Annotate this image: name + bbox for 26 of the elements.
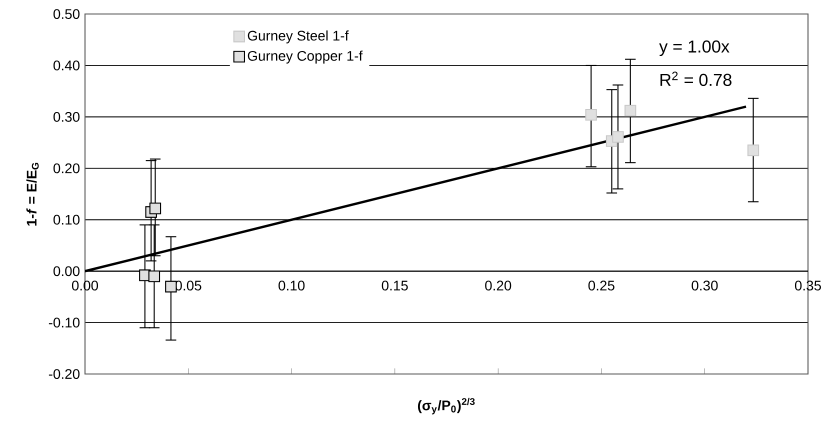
x-tick-label: 0.25 (588, 280, 614, 291)
point (624, 104, 636, 117)
y-axis-title: 1-f = E/E$_{G}$ (26, 162, 39, 226)
x-tick-label: 0.10 (278, 280, 305, 291)
legend-label: Gurney Copper 1-f (248, 50, 363, 64)
point (148, 270, 160, 282)
y-tick-label: 0.10 (53, 214, 80, 225)
x-tick-label: 0.20 (485, 280, 512, 291)
y-tick-label: 0.00 (53, 266, 80, 276)
annotation: y = 1.00x (659, 40, 730, 56)
y-tick-label: 0.40 (53, 60, 80, 70)
annotation: R$^{2}$ = 0.78 (660, 72, 732, 86)
y-tick-label: 0.20 (53, 163, 80, 174)
y-tick-label: 0.50 (53, 9, 80, 19)
x-tick-label: 0.30 (692, 280, 718, 291)
point (149, 202, 162, 214)
y-tick-label: 0.30 (53, 112, 80, 122)
point (585, 108, 597, 121)
y-tick-label: -0.10 (48, 318, 80, 328)
y-tick-label: -0.20 (48, 369, 80, 379)
point (165, 280, 177, 292)
x-tick-label: 0.15 (382, 280, 408, 291)
point (747, 144, 760, 156)
x-axis-title: (σ$_{y}$/P$_{0}$)$^{2/3}$ (418, 398, 475, 414)
point (612, 131, 624, 143)
legend-label: Gurney Steel 1-f (248, 30, 349, 44)
